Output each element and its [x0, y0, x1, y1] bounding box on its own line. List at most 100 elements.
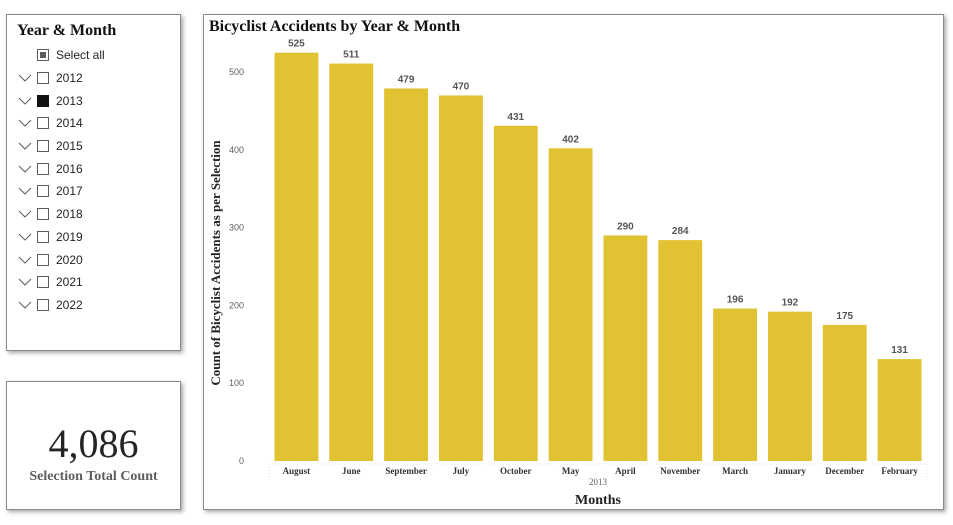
slicer-item-label: 2019 [56, 229, 83, 244]
bar-chart: 0 100 200 300 400 500 525 August 511 June 479 Septe… [208, 39, 928, 508]
slicer-select-all[interactable]: Select all [17, 44, 177, 67]
slicer-checkbox[interactable] [37, 162, 49, 175]
x-tick-label: October [500, 466, 532, 476]
slicer-checkbox[interactable] [37, 253, 49, 266]
slicer-item-2019[interactable]: 2019 [17, 226, 177, 249]
slicer-checkbox[interactable] [37, 298, 49, 311]
x-tick-label: November [660, 466, 700, 476]
chevron-down-icon[interactable] [17, 94, 35, 108]
slicer-item-label: 2014 [56, 116, 83, 131]
slicer-checkbox[interactable] [37, 117, 49, 130]
bar-april [603, 235, 648, 461]
bar-october [493, 125, 538, 462]
bar-september [384, 88, 429, 461]
chevron-down-icon[interactable] [17, 230, 35, 244]
y-tick-label: 500 [229, 67, 244, 77]
chevron-down-icon[interactable] [17, 207, 35, 221]
slicer-item-2016[interactable]: 2016 [17, 157, 177, 180]
slicer-item-2020[interactable]: 2020 [17, 248, 177, 271]
bar-may [548, 148, 593, 462]
slicer-item-label: 2021 [56, 275, 83, 290]
selection-total-card: 4,086 Selection Total Count [6, 381, 181, 510]
card-value: 4,086 [48, 421, 139, 466]
slicer-item-label: 2020 [56, 252, 83, 267]
chevron-down-icon[interactable] [17, 253, 35, 267]
data-label: 284 [672, 226, 689, 237]
data-label: 290 [617, 221, 634, 232]
x-tick-label: September [385, 466, 427, 476]
x-tick-label: February [881, 466, 918, 476]
slicer-checkbox[interactable] [37, 276, 49, 289]
slicer-item-2021[interactable]: 2021 [17, 271, 177, 294]
data-label: 196 [727, 295, 744, 306]
slicer-item-label: 2022 [56, 297, 83, 312]
data-label: 525 [288, 39, 305, 50]
y-axis-title: Count of Bicyclist Accidents as per Sele… [208, 140, 223, 386]
bar-july [438, 95, 483, 461]
y-tick-label: 300 [229, 223, 244, 233]
bar-january [767, 311, 812, 461]
slicer-list: Select all 2012 2013 2014 2015 2016 2017 2018 2… [17, 44, 177, 316]
x-tick-label: June [342, 466, 361, 476]
data-label: 175 [836, 311, 853, 322]
slicer-checkbox[interactable] [37, 208, 49, 221]
slicer-item-2014[interactable]: 2014 [17, 112, 177, 135]
chevron-down-icon[interactable] [17, 298, 35, 312]
x-tick-label: May [562, 466, 580, 476]
slicer-item-2013[interactable]: 2013 [17, 89, 177, 112]
x-tick-label: August [283, 466, 311, 476]
bar-november [658, 240, 703, 461]
slicer-title: Year & Month [17, 22, 117, 39]
slicer-item-2015[interactable]: 2015 [17, 135, 177, 158]
bar-february [877, 359, 922, 461]
y-tick-label: 200 [229, 300, 244, 310]
slicer-item-label: 2018 [56, 207, 83, 222]
slicer-item-2017[interactable]: 2017 [17, 180, 177, 203]
select-all-checkbox[interactable] [37, 49, 49, 62]
bar-chart-panel: 0 100 200 300 400 500 525 August 511 June 479 Septe… [203, 14, 944, 510]
chart-title: Bicyclist Accidents by Year & Month [209, 18, 461, 35]
x-tick-label: December [825, 466, 864, 476]
chevron-down-icon[interactable] [17, 184, 35, 198]
slicer-item-label: 2017 [56, 184, 83, 199]
slicer-item-2012[interactable]: 2012 [17, 67, 177, 90]
bar-march [713, 308, 758, 461]
bar-june [329, 63, 374, 462]
chevron-down-icon[interactable] [17, 71, 35, 85]
card-label: Selection Total Count [29, 469, 158, 484]
chevron-down-icon[interactable] [17, 275, 35, 289]
data-label: 511 [343, 50, 360, 61]
slicer-item-2022[interactable]: 2022 [17, 294, 177, 317]
data-label: 470 [453, 81, 470, 92]
bar-december [822, 324, 867, 461]
data-label: 131 [891, 345, 908, 356]
x-tick-label: March [722, 466, 748, 476]
slicer-checkbox[interactable] [37, 185, 49, 198]
slicer-item-label: 2013 [56, 93, 83, 108]
slicer-checkbox[interactable] [37, 94, 49, 107]
data-label: 431 [507, 112, 524, 123]
slicer-checkbox[interactable] [37, 72, 49, 85]
data-label: 402 [562, 134, 579, 145]
slicer-item-2018[interactable]: 2018 [17, 203, 177, 226]
x-group-label: 2013 [589, 477, 608, 487]
chevron-down-icon[interactable] [17, 139, 35, 153]
y-tick-label: 400 [229, 145, 244, 155]
x-tick-label: January [774, 466, 807, 476]
data-label: 479 [398, 74, 415, 85]
slicer-checkbox[interactable] [37, 230, 49, 243]
bar-august [274, 52, 319, 462]
slicer-item-label: 2015 [56, 139, 83, 154]
data-label: 192 [782, 298, 799, 309]
chevron-down-icon[interactable] [17, 162, 35, 176]
slicer-checkbox[interactable] [37, 140, 49, 153]
select-all-label: Select all [56, 48, 105, 63]
y-tick-label: 0 [239, 456, 244, 466]
year-month-slicer: Year & Month Select all 2012 2013 2014 2015… [6, 14, 181, 351]
chevron-down-icon[interactable] [17, 116, 35, 130]
y-tick-label: 100 [229, 378, 244, 388]
x-axis-title: Months [575, 493, 621, 508]
slicer-item-label: 2012 [56, 71, 83, 86]
slicer-item-label: 2016 [56, 161, 83, 176]
x-tick-label: April [615, 466, 636, 476]
